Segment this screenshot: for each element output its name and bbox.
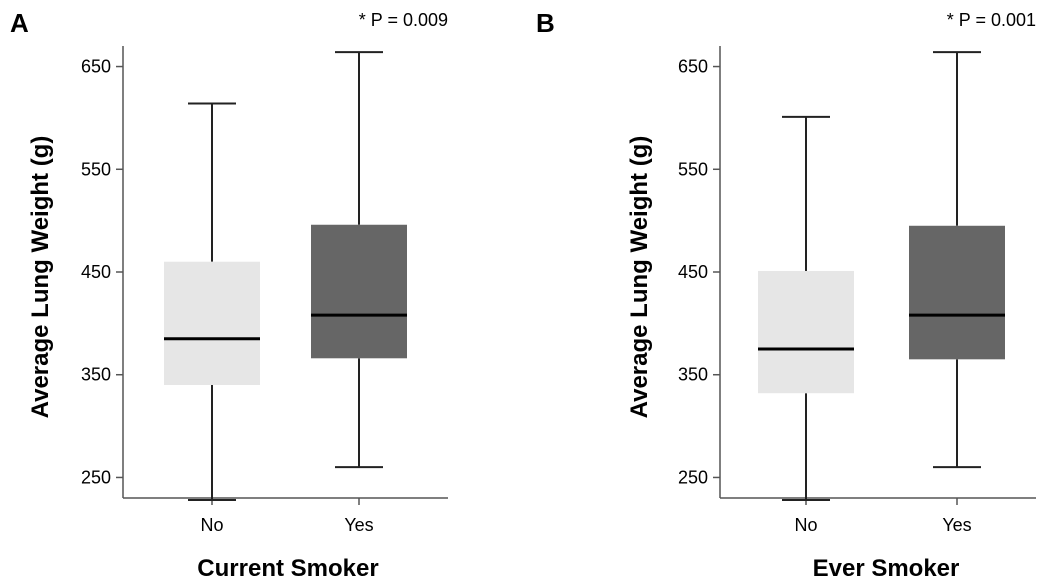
- y-tick-label: 350: [81, 365, 111, 385]
- p-value-annotation: * P = 0.009: [359, 10, 448, 30]
- x-tick-label: No: [794, 515, 817, 535]
- y-tick-label: 450: [81, 262, 111, 282]
- y-axis-label: Average Lung Weight (g): [626, 136, 653, 419]
- panel-a: A * P = 0.009 Average Lung Weight (g) Cu…: [10, 8, 448, 581]
- box-yes: [909, 51, 1005, 469]
- box-no: [164, 102, 260, 502]
- y-axis-label: Average Lung Weight (g): [27, 136, 54, 419]
- y-tick-label: 350: [678, 365, 708, 385]
- y-tick-label: 450: [678, 262, 708, 282]
- box-plot-marks: [758, 51, 1005, 502]
- y-tick-label: 250: [81, 467, 111, 487]
- iqr-box: [909, 225, 1005, 360]
- y-tick-label: 650: [678, 57, 708, 77]
- axes: 250 350 450 550 650 No Yes: [678, 46, 1036, 535]
- y-tick-label: 550: [81, 159, 111, 179]
- iqr-box: [311, 224, 407, 359]
- x-axis-label: Current Smoker: [197, 555, 378, 581]
- panel-letter: B: [536, 8, 555, 38]
- iqr-box: [758, 270, 854, 394]
- box-no: [758, 115, 854, 502]
- panel-b: B * P = 0.001 Average Lung Weight (g) Ev…: [536, 8, 1036, 581]
- iqr-box: [164, 261, 260, 385]
- x-tick-label: Yes: [942, 515, 971, 535]
- y-tick-label: 550: [678, 159, 708, 179]
- x-axis-label: Ever Smoker: [813, 555, 960, 581]
- x-tick-label: Yes: [344, 515, 373, 535]
- axes: 250 350 450 550 650 No Yes: [81, 46, 448, 535]
- box-yes: [311, 51, 407, 469]
- box-plot-marks: [164, 51, 407, 502]
- y-tick-label: 250: [678, 467, 708, 487]
- panel-letter: A: [10, 8, 29, 38]
- x-tick-label: No: [200, 515, 223, 535]
- y-tick-label: 650: [81, 57, 111, 77]
- p-value-annotation: * P = 0.001: [947, 10, 1036, 30]
